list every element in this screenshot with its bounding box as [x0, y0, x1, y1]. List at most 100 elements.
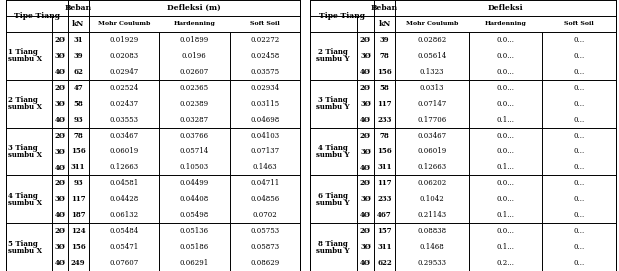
Text: 0.0...: 0.0...	[496, 100, 514, 108]
Text: 2Ø: 2Ø	[54, 36, 65, 44]
Text: 0.05186: 0.05186	[180, 243, 209, 251]
Text: 0.04711: 0.04711	[250, 179, 280, 187]
Text: 2Ø: 2Ø	[360, 131, 371, 140]
Text: 2Ø: 2Ø	[360, 179, 371, 187]
Text: 47: 47	[73, 84, 83, 92]
Text: 311: 311	[378, 243, 392, 251]
Text: 0...: 0...	[574, 227, 585, 235]
Text: 4 Tiang: 4 Tiang	[318, 144, 348, 152]
Text: 467: 467	[377, 211, 392, 219]
Text: Mohr Coulumb: Mohr Coulumb	[406, 21, 458, 26]
Text: 78: 78	[73, 131, 83, 140]
Text: 5 Tiang: 5 Tiang	[7, 240, 37, 248]
Text: 0...: 0...	[574, 131, 585, 140]
Text: 39: 39	[380, 36, 389, 44]
Text: 0...: 0...	[574, 195, 585, 203]
Text: 0.06019: 0.06019	[109, 147, 139, 156]
Text: 0.0313: 0.0313	[420, 84, 444, 92]
Text: Tipe Tiang: Tipe Tiang	[14, 12, 60, 20]
Text: kN: kN	[72, 20, 84, 28]
Text: 4Ø: 4Ø	[54, 115, 65, 124]
Text: 0.06019: 0.06019	[417, 147, 447, 156]
Text: 0.04103: 0.04103	[250, 131, 280, 140]
Text: 0.03467: 0.03467	[109, 131, 139, 140]
Text: 0.05498: 0.05498	[180, 211, 209, 219]
Text: 117: 117	[71, 195, 85, 203]
Text: 6 Tiang: 6 Tiang	[318, 192, 348, 200]
Text: 0.03553: 0.03553	[110, 115, 138, 124]
Text: 3Ø: 3Ø	[360, 147, 371, 156]
Text: 4Ø: 4Ø	[360, 259, 371, 267]
Text: 0.06202: 0.06202	[417, 179, 447, 187]
Text: 0.1042: 0.1042	[420, 195, 444, 203]
Text: 0.05753: 0.05753	[250, 227, 280, 235]
Text: 0...: 0...	[574, 36, 585, 44]
Text: sumbu X: sumbu X	[7, 199, 41, 207]
Text: 0.1...: 0.1...	[496, 163, 514, 171]
Text: 0.0...: 0.0...	[496, 52, 514, 60]
Text: 2 Tiang: 2 Tiang	[7, 96, 37, 104]
Text: 0.0196: 0.0196	[182, 52, 207, 60]
Text: sumbu X: sumbu X	[7, 151, 41, 159]
Text: 0.07137: 0.07137	[250, 147, 280, 156]
Text: 3Ø: 3Ø	[360, 52, 371, 60]
Text: 622: 622	[377, 259, 392, 267]
Text: 233: 233	[378, 115, 392, 124]
Text: 0.05714: 0.05714	[180, 147, 209, 156]
Text: 0.1323: 0.1323	[420, 68, 444, 76]
Text: 93: 93	[74, 179, 83, 187]
Text: 0.1...: 0.1...	[496, 211, 514, 219]
Text: 0...: 0...	[574, 243, 585, 251]
Text: 0.03766: 0.03766	[180, 131, 209, 140]
Text: 187: 187	[71, 211, 85, 219]
Text: 311: 311	[378, 163, 392, 171]
Text: 0.04499: 0.04499	[180, 179, 209, 187]
Text: 4Ø: 4Ø	[54, 211, 65, 219]
Text: 0.1...: 0.1...	[496, 115, 514, 124]
Text: 0...: 0...	[574, 163, 585, 171]
Text: 0.01899: 0.01899	[180, 36, 209, 44]
Text: 0.0...: 0.0...	[496, 195, 514, 203]
Text: 3Ø: 3Ø	[54, 243, 65, 251]
Text: Beban: Beban	[64, 4, 92, 12]
Text: 0...: 0...	[574, 68, 585, 76]
Text: 0.02437: 0.02437	[109, 100, 139, 108]
Text: 0.04856: 0.04856	[250, 195, 280, 203]
Text: 157: 157	[377, 227, 392, 235]
Text: Beban: Beban	[371, 4, 398, 12]
Text: 93: 93	[74, 115, 83, 124]
Text: 3Ø: 3Ø	[54, 195, 65, 203]
Text: 2 Tiang: 2 Tiang	[318, 48, 348, 56]
Text: 0.1463: 0.1463	[253, 163, 277, 171]
Text: 3Ø: 3Ø	[360, 100, 371, 108]
Text: 0.03115: 0.03115	[250, 100, 280, 108]
Text: Soft Soil: Soft Soil	[565, 21, 594, 26]
Text: 311: 311	[71, 163, 85, 171]
Text: 0.02862: 0.02862	[417, 36, 447, 44]
Text: sumbu Y: sumbu Y	[316, 151, 350, 159]
Text: 0.03575: 0.03575	[250, 68, 280, 76]
Text: 0.10503: 0.10503	[180, 163, 209, 171]
Text: 1 Tiang: 1 Tiang	[7, 48, 37, 56]
Text: 0.03287: 0.03287	[180, 115, 209, 124]
Text: 3Ø: 3Ø	[360, 195, 371, 203]
Text: 62: 62	[73, 68, 83, 76]
Text: 4Ø: 4Ø	[360, 211, 371, 219]
Text: 0.05614: 0.05614	[417, 52, 447, 60]
Text: 2Ø: 2Ø	[54, 84, 65, 92]
Text: 0.0...: 0.0...	[496, 147, 514, 156]
Text: 156: 156	[71, 243, 85, 251]
Text: 58: 58	[73, 100, 83, 108]
Text: 4Ø: 4Ø	[360, 68, 371, 76]
Text: 0.12663: 0.12663	[417, 163, 447, 171]
Text: 78: 78	[379, 52, 389, 60]
Text: 0.17706: 0.17706	[417, 115, 447, 124]
Text: 4Ø: 4Ø	[360, 163, 371, 171]
Text: 2Ø: 2Ø	[360, 36, 371, 44]
Text: 0.02272: 0.02272	[250, 36, 280, 44]
Text: sumbu X: sumbu X	[7, 103, 41, 111]
Text: 0.02947: 0.02947	[109, 68, 139, 76]
Text: Hardenning: Hardenning	[173, 21, 215, 26]
Text: 8 Tiang: 8 Tiang	[318, 240, 348, 248]
Text: 0.06132: 0.06132	[109, 211, 139, 219]
